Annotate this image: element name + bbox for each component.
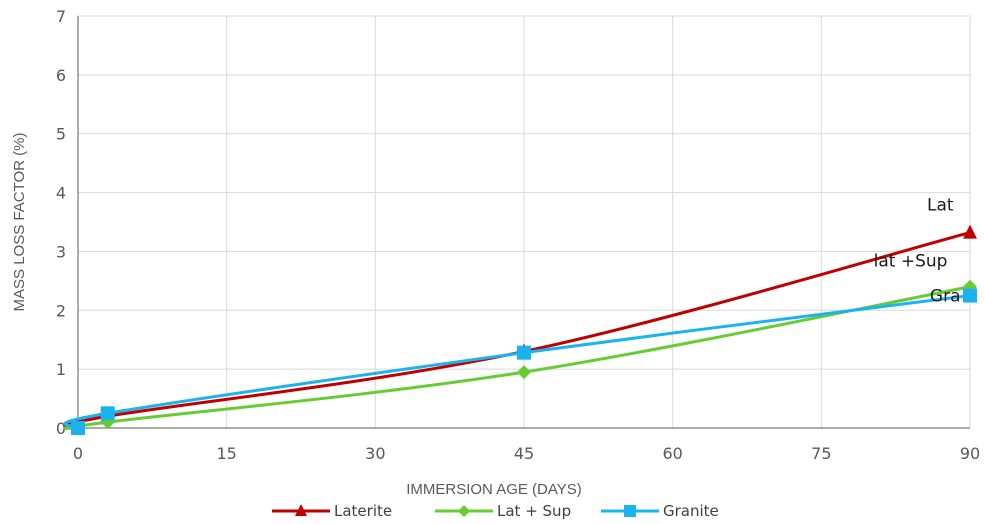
annotations: Lat lat +Sup Gra <box>874 195 961 306</box>
y-tick-label: 1 <box>56 360 66 379</box>
data-point <box>624 505 636 517</box>
axes <box>77 16 970 429</box>
data-point <box>71 421 85 435</box>
annotation-label: Lat <box>927 195 954 215</box>
legend-label: Lat + Sup <box>497 502 571 520</box>
y-axis-label: MASS LOSS FACTOR (%) <box>11 133 28 312</box>
x-tick-label: 60 <box>662 444 682 463</box>
data-point <box>295 504 307 516</box>
y-tick-label: 0 <box>56 419 66 438</box>
data-point <box>517 365 531 380</box>
annotation-label: Gra <box>930 287 961 307</box>
data-point <box>100 406 115 421</box>
x-tick-label: 15 <box>216 444 236 463</box>
series-group <box>63 224 977 435</box>
y-tick-label: 7 <box>56 7 66 26</box>
y-tick-label: 3 <box>56 242 66 261</box>
y-tick-label: 4 <box>56 184 66 203</box>
y-tick-label: 6 <box>56 66 66 85</box>
legend: Laterite Lat + Sup Granite <box>272 502 719 520</box>
x-tick-label: 45 <box>514 444 534 463</box>
data-point <box>517 345 531 360</box>
gridlines <box>78 15 971 428</box>
series-line <box>63 294 971 430</box>
series-granite <box>63 288 977 435</box>
legend-label: Granite <box>663 502 719 520</box>
y-tick-label: 2 <box>56 301 66 320</box>
x-tick-label: 30 <box>365 444 385 463</box>
x-tick-label: 75 <box>811 444 831 463</box>
data-point <box>963 288 977 303</box>
data-point <box>458 505 470 517</box>
annotation-label: lat +Sup <box>874 251 948 271</box>
x-tick-label: 90 <box>960 444 980 463</box>
y-tick-label: 5 <box>56 125 66 144</box>
legend-label: Laterite <box>334 502 392 520</box>
series-laterite <box>63 224 977 434</box>
legend-item: Granite <box>601 502 719 520</box>
data-point <box>963 224 977 239</box>
legend-item: Laterite <box>272 502 392 520</box>
legend-item: Lat + Sup <box>435 502 571 520</box>
x-axis-label: IMMERSION AGE (DAYS) <box>406 481 582 498</box>
x-tick-label: 0 <box>73 444 83 463</box>
